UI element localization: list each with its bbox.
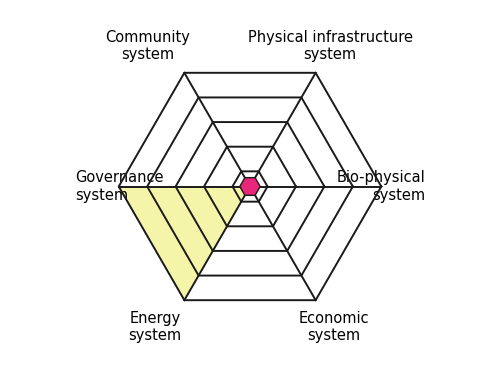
Polygon shape	[118, 186, 250, 300]
Text: Economic
system: Economic system	[298, 311, 369, 343]
Text: Governance
system: Governance system	[75, 170, 164, 203]
Text: Bio-physical
system: Bio-physical system	[336, 170, 425, 203]
Text: Energy
system: Energy system	[128, 311, 182, 343]
Text: Physical infrastructure
system: Physical infrastructure system	[248, 30, 412, 62]
Polygon shape	[240, 178, 260, 195]
Text: Community
system: Community system	[106, 30, 190, 62]
